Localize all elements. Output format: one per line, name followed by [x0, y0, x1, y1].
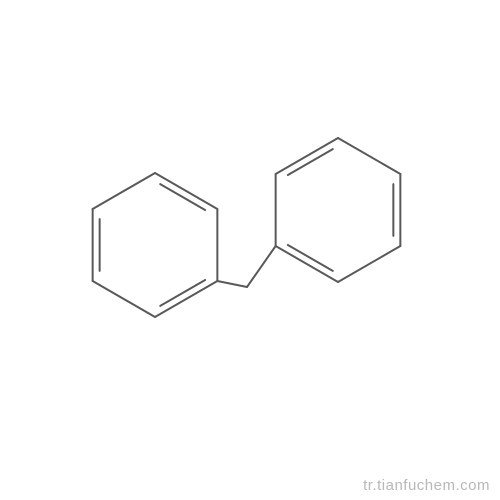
- watermark-text: tr.tianfuchem.com: [363, 477, 490, 494]
- molecule-canvas: [0, 0, 500, 500]
